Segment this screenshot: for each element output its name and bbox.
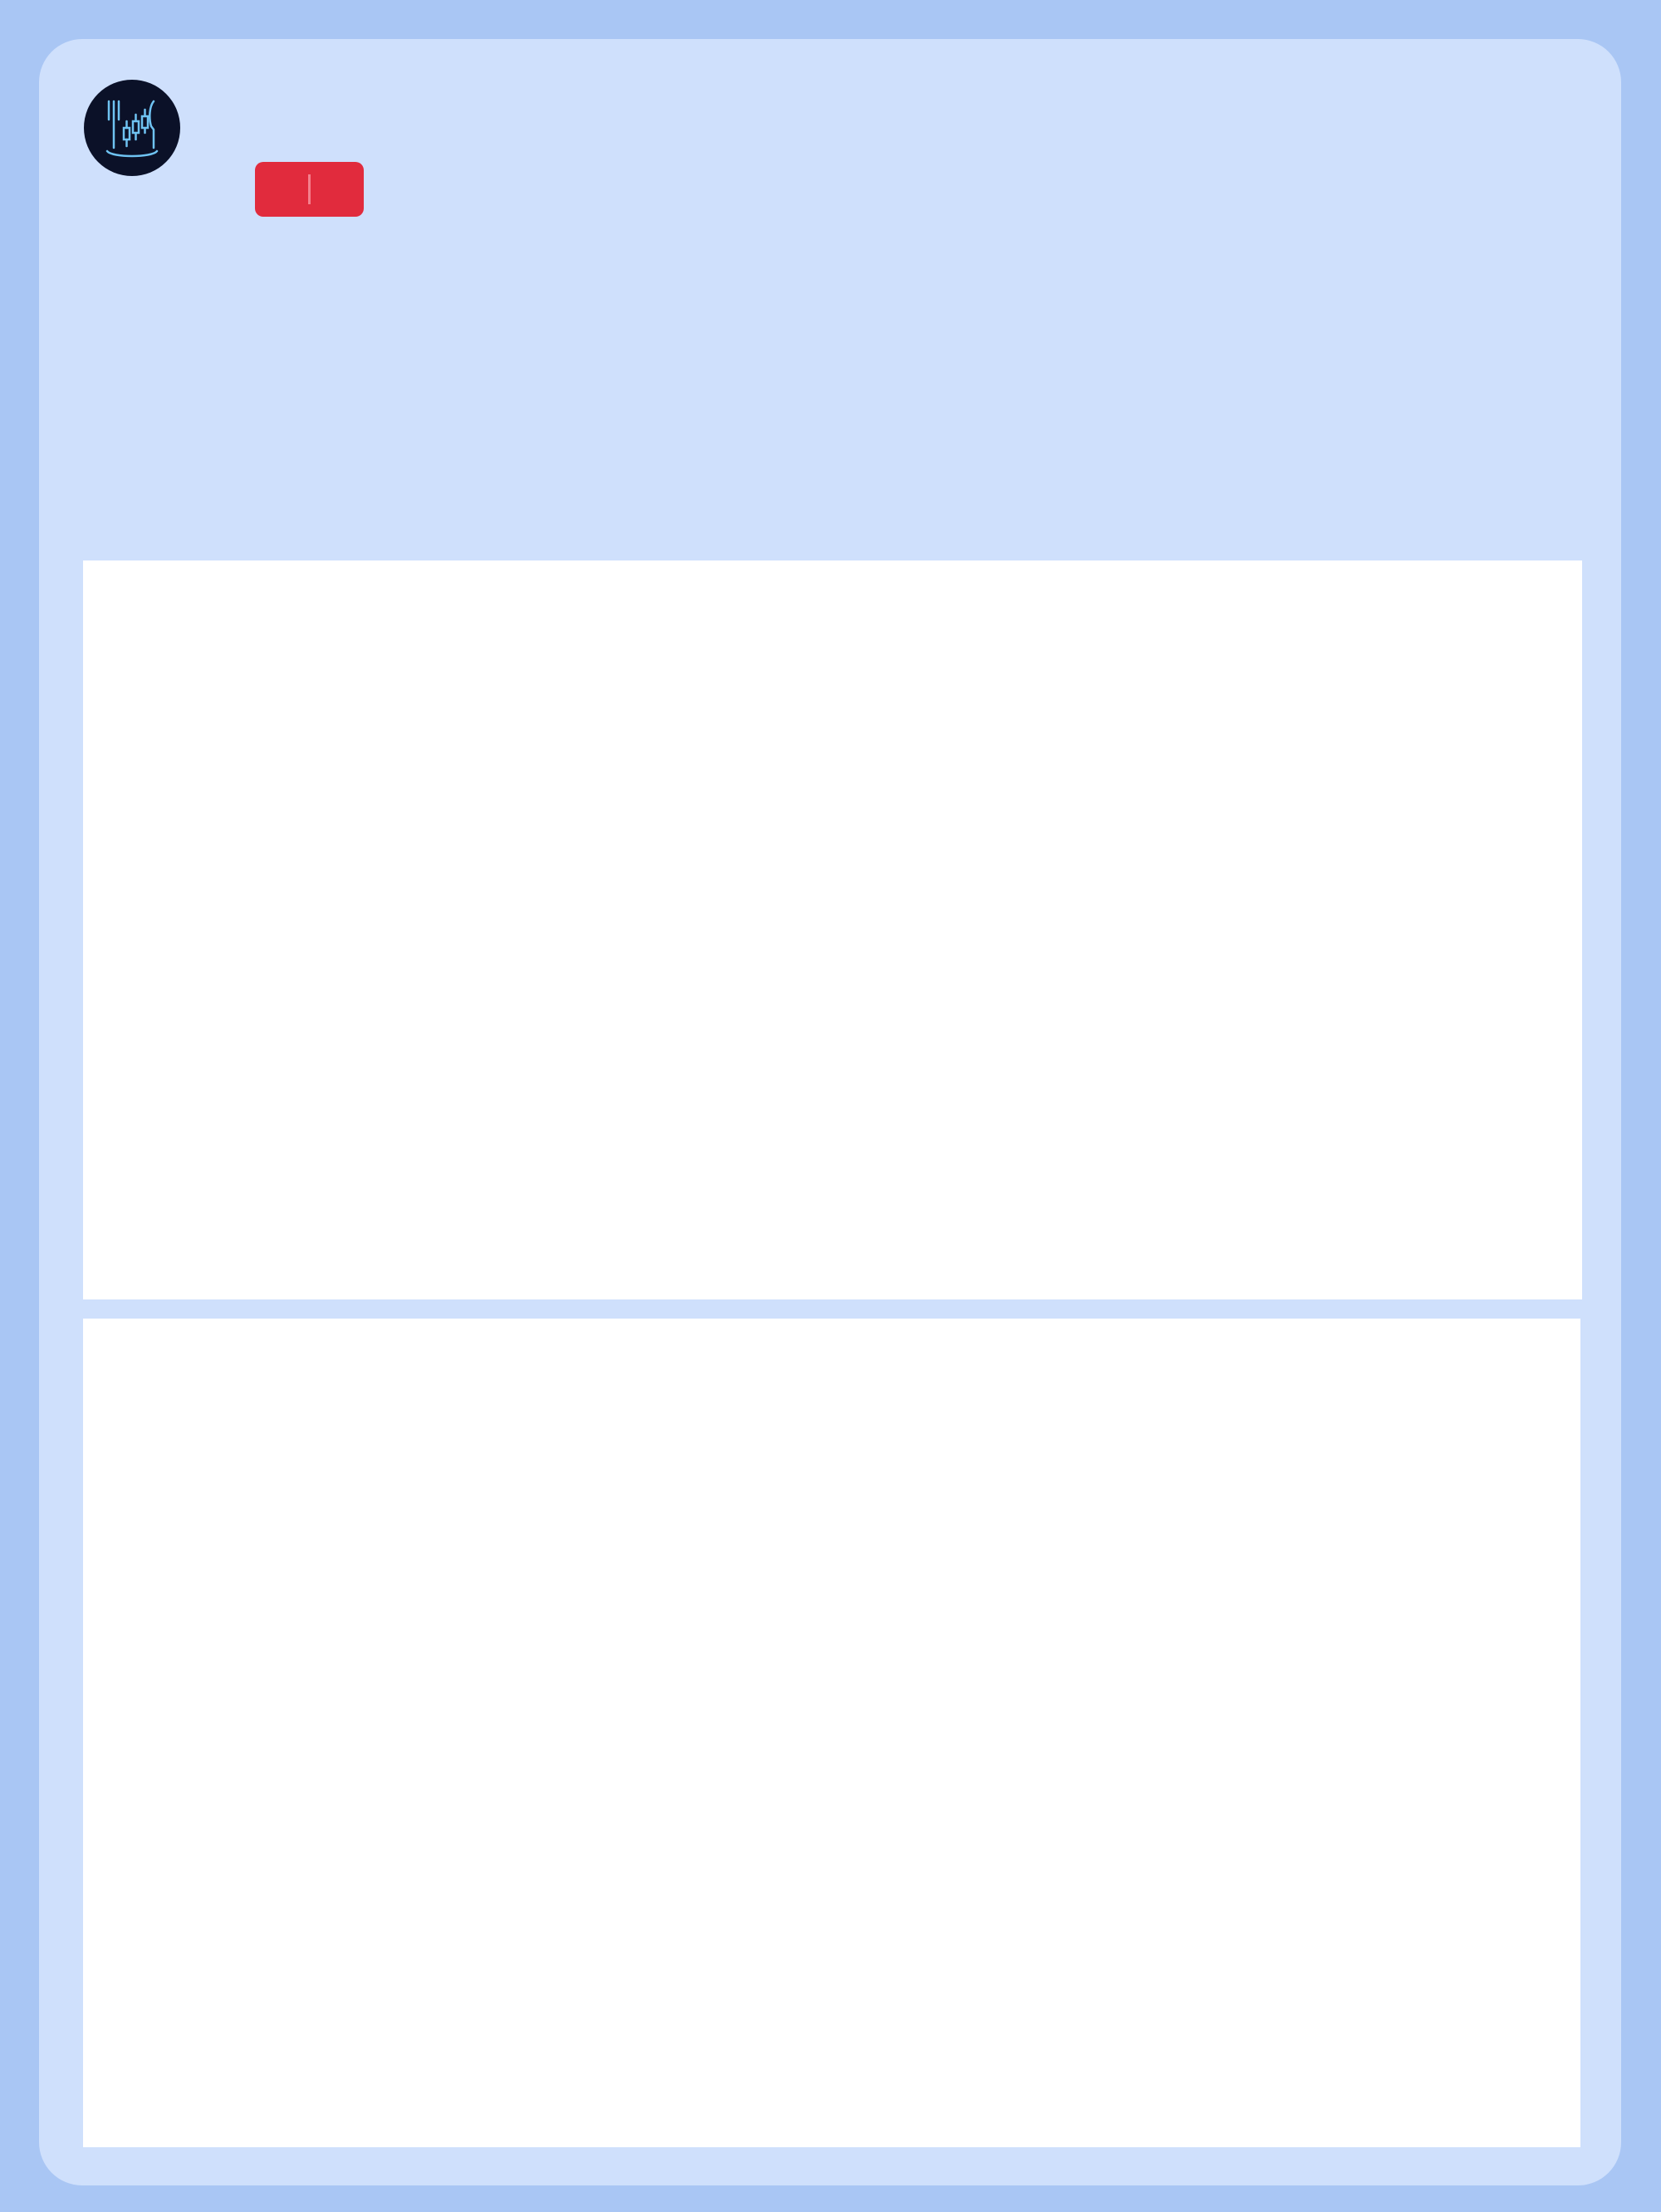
tradingview-zoomed-chart[interactable] xyxy=(83,1319,1580,2147)
chart-restaurant-logo-icon xyxy=(105,100,159,158)
candlestick-icon xyxy=(122,108,149,148)
forecast-badge xyxy=(255,162,364,217)
knife-icon xyxy=(149,100,155,149)
channel-avatar[interactable] xyxy=(84,80,180,176)
fork-icon xyxy=(107,100,120,149)
tradingview-weekly-chart[interactable] xyxy=(83,560,1582,1299)
badge-divider xyxy=(308,174,311,204)
plate-arc xyxy=(105,149,159,158)
post-card xyxy=(39,39,1621,2185)
